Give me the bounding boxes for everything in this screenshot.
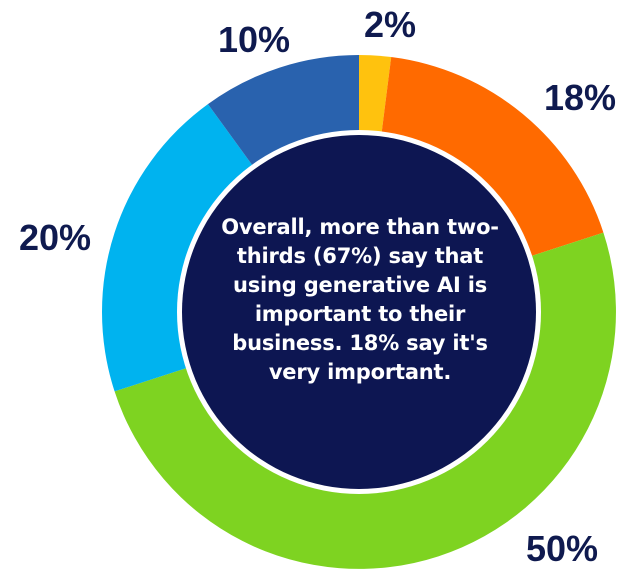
- center-disc: [182, 135, 536, 489]
- slice-label-50-percent: 50%: [526, 528, 598, 569]
- donut-slice-50-percent: [114, 232, 616, 569]
- center-note: Overall, more than two-thirds (67%) say …: [221, 215, 499, 384]
- donut-slice-18-percent: [379, 57, 604, 262]
- donut-slice-2-percent: [359, 55, 392, 151]
- slice-label-18-percent: 18%: [544, 77, 616, 118]
- slice-label-2-percent: 2%: [364, 4, 416, 45]
- slice-labels: 2% 18% 50% 20% 10%: [19, 4, 616, 569]
- slice-label-10-percent: 10%: [218, 19, 290, 60]
- donut-slice-20-percent: [102, 104, 264, 392]
- slice-label-20-percent: 20%: [19, 217, 91, 258]
